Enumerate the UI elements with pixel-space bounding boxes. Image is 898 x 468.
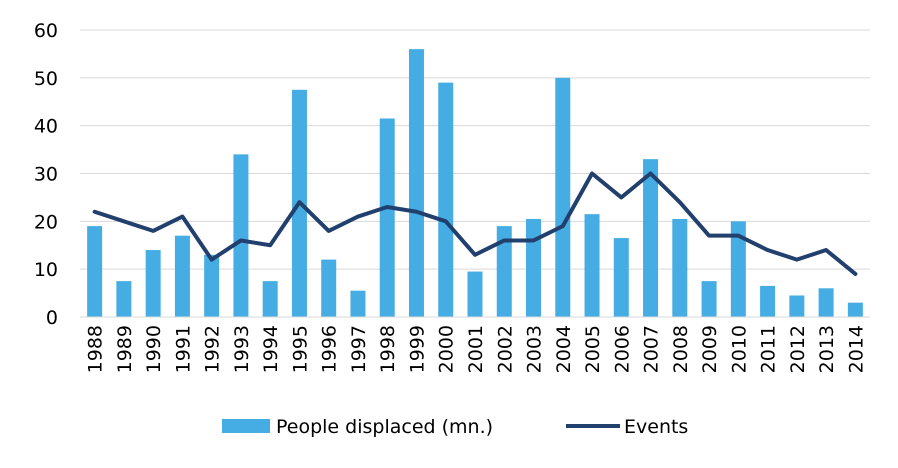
bar-people-displaced-1996 [321,260,336,317]
y-tick-label: 0 [46,307,58,329]
x-tick-label: 1995 [289,325,311,373]
x-tick-label: 1991 [172,325,194,373]
bar-people-displaced-1988 [87,226,102,317]
bar-people-displaced-2011 [760,286,775,317]
bar-people-displaced-2014 [848,303,863,317]
bar-people-displaced-1998 [380,118,395,317]
bar-people-displaced-2008 [672,219,687,317]
x-tick-label: 2002 [494,325,516,373]
y-tick-label: 20 [34,211,58,233]
x-tick-label: 2013 [816,325,838,373]
x-tick-label: 1997 [348,325,370,373]
legend-label-people-displaced: People displaced (mn.) [276,416,493,438]
legend: People displaced (mn.) Events [222,416,688,438]
x-tick-label: 2003 [524,325,546,373]
bar-people-displaced-1991 [175,236,190,317]
legend-swatch-people-displaced [222,419,270,433]
x-tick-label: 2004 [553,325,575,373]
x-tick-label: 2008 [670,325,692,373]
x-tick-label: 1999 [406,325,428,373]
legend-label-events: Events [624,416,688,438]
y-tick-label: 10 [34,259,58,281]
x-tick-label: 2011 [758,325,780,373]
x-tick-label: 1993 [231,325,253,373]
bar-people-displaced-2000 [438,83,453,317]
x-tick-label: 2007 [641,325,663,373]
bar-people-displaced-2012 [789,295,804,317]
bar-people-displaced-2013 [819,288,834,317]
x-tick-label: 1996 [319,325,341,373]
bars [87,49,863,317]
x-tick-label: 2001 [465,325,487,373]
bar-people-displaced-2006 [614,238,629,317]
x-tick-label: 1998 [377,325,399,373]
x-tick-label: 2012 [787,325,809,373]
bar-people-displaced-2007 [643,159,658,317]
y-tick-label: 60 [34,20,58,42]
bar-people-displaced-2001 [468,272,483,317]
x-tick-label: 2009 [699,325,721,373]
bar-people-displaced-1992 [204,255,219,317]
bar-people-displaced-1994 [263,281,278,317]
x-tick-label: 2006 [611,325,633,373]
bar-people-displaced-1997 [350,291,365,317]
x-tick-label: 2010 [728,325,750,373]
y-tick-label: 40 [34,116,58,138]
bar-people-displaced-1993 [233,154,248,317]
x-tick-label: 1989 [114,325,136,373]
x-tick-label: 2000 [436,325,458,373]
x-tick-label: 1990 [143,325,165,373]
bar-people-displaced-1989 [116,281,131,317]
y-tick-label: 30 [34,164,58,186]
bar-people-displaced-2005 [585,214,600,317]
x-tick-label: 2005 [582,325,604,373]
x-tick-label: 1988 [85,325,107,373]
bar-people-displaced-1999 [409,49,424,317]
gridlines [80,30,870,269]
bar-people-displaced-2009 [702,281,717,317]
bar-people-displaced-2004 [555,78,570,317]
x-tick-label: 1994 [260,325,282,373]
x-tick-label: 2014 [845,325,867,373]
x-tick-label: 1992 [202,325,224,373]
bar-people-displaced-2003 [526,219,541,317]
bar-people-displaced-1990 [146,250,161,317]
y-tick-label: 50 [34,68,58,90]
